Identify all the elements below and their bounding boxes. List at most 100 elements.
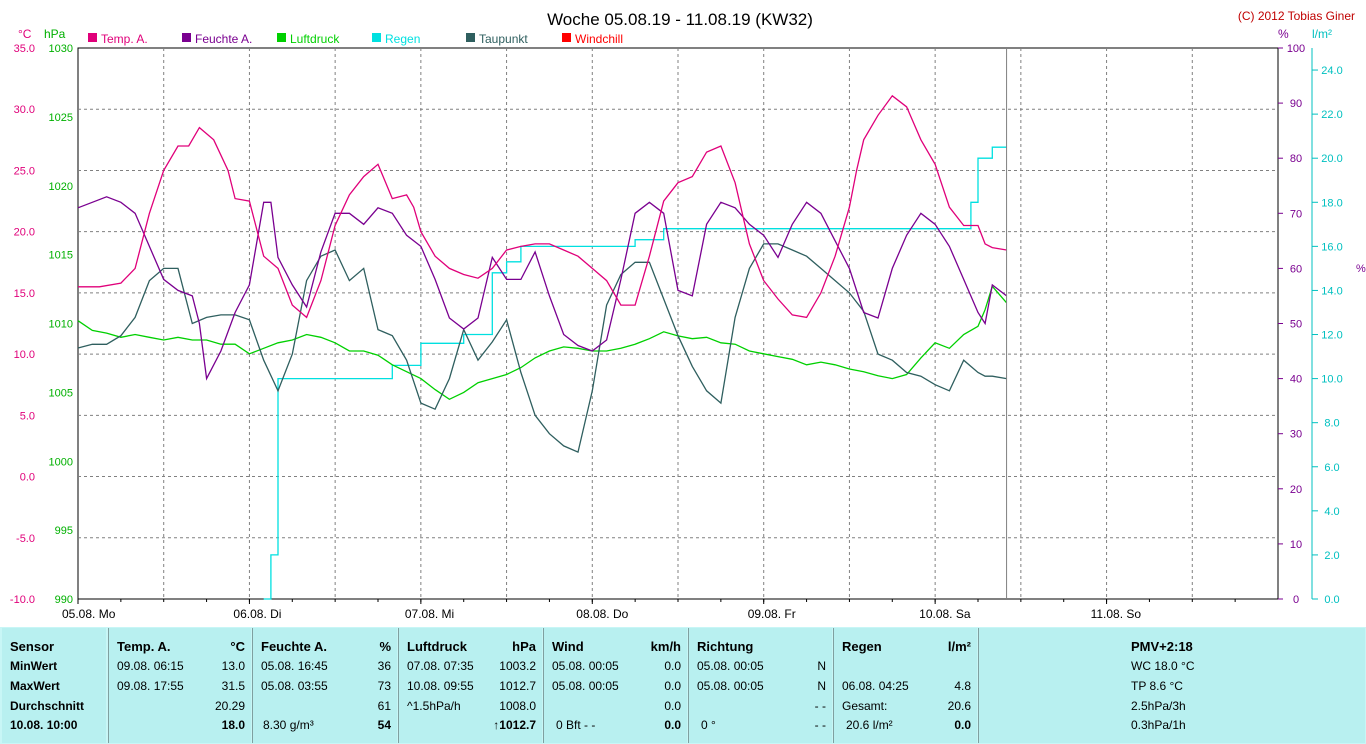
legend-swatch [372, 33, 381, 42]
pressure-trend: ^1.5hPa/h [407, 699, 461, 713]
legend-swatch [182, 33, 191, 42]
pmv-pressure-1h: 0.3hPa/1h [1131, 718, 1186, 732]
humidity-tick-label: 30 [1290, 429, 1302, 441]
humidity-column: Feuchte A. % 05.08. 16:45 36 05.08. 03:5… [252, 628, 397, 743]
chart-title: Woche 05.08.19 - 11.08.19 (KW32) [547, 10, 813, 29]
pressure-max-value: 1012.7 [499, 679, 536, 693]
humidity-absolute: 8.30 g/m³ [263, 718, 314, 732]
pressure-tick-label: 1005 [49, 387, 73, 399]
temp-min-time: 09.08. 06:15 [117, 659, 184, 673]
temp-tick-label: 0.0 [20, 472, 35, 484]
temp-tick-label: 20.0 [14, 227, 35, 239]
pmv-column: PMV+2:18 WC 18.0 °C TP 8.6 °C 2.5hPa/3h … [978, 628, 1365, 743]
pressure-avg-value: 1008.0 [499, 699, 536, 713]
rain-tick-label: 14.0 [1321, 285, 1342, 297]
temp-tick-label: 30.0 [14, 104, 35, 116]
direction-min-value: N [817, 659, 826, 673]
pressure-min-value: 1003.2 [499, 659, 536, 673]
rain-total-value: 20.6 [947, 699, 971, 713]
humidity-tick-label: 10 [1290, 539, 1302, 551]
side-label: % [1356, 263, 1366, 275]
humidity-now-value: 54 [377, 718, 391, 732]
pressure-tick-label: 1030 [49, 43, 73, 55]
temp-tick-label: -10.0 [10, 594, 35, 606]
series-line-feuchte-a [77, 196, 1007, 381]
legend: Temp. A. Feuchte A. Luftdruck Regen Taupunkt… [88, 32, 623, 46]
legend-swatch [88, 33, 97, 42]
temp-min-value: 13.0 [221, 659, 245, 673]
pressure-max-time: 10.08. 09:55 [407, 679, 474, 693]
pressure-tick-label: 1015 [49, 250, 73, 262]
humidity-tick-label: 40 [1290, 374, 1302, 386]
pressure-tick-label: 990 [55, 594, 73, 606]
humidity-unit: % [379, 639, 391, 654]
humidity-min-value: 36 [377, 659, 391, 673]
humidity-tick-label: 60 [1290, 263, 1302, 275]
day-tick-label: 11.08. So [1091, 607, 1142, 621]
grid [78, 48, 1278, 599]
pressure-column: Luftdruck hPa 07.08. 07:35 1003.2 10.08.… [398, 628, 542, 743]
day-tick-label: 09.08. Fr [748, 607, 796, 621]
rain-tick-label: 24.0 [1321, 65, 1342, 77]
stats-panel: Sensor MinWert MaxWert Durchschnitt 10.0… [0, 627, 1366, 744]
legend-label: Feuchte A. [195, 32, 252, 46]
temp-tick-label: 15.0 [14, 288, 35, 300]
direction-now-value: - - [814, 718, 826, 732]
copyright-text: (C) 2012 Tobias Giner [1238, 9, 1355, 23]
temp-column: Temp. A. °C 09.08. 06:15 13.0 09.08. 17:… [108, 628, 251, 743]
weather-chart: Woche 05.08.19 - 11.08.19 (KW32) (C) 201… [10, 9, 1366, 621]
humidity-unit-label: % [1278, 27, 1289, 41]
min-row-label: MinWert [10, 659, 58, 673]
wind-max-time: 05.08. 00:05 [552, 679, 619, 693]
direction-header: Richtung [697, 639, 754, 654]
now-row-label: 10.08. 10:00 [10, 718, 78, 732]
temp-tick-label: 25.0 [14, 165, 35, 177]
wind-now-value: 0.0 [664, 718, 681, 732]
day-tick-label: 07.08. Mi [405, 607, 454, 621]
humidity-avg-value: 61 [377, 699, 391, 713]
legend-swatch [466, 33, 475, 42]
rain-today: 20.6 l/m² [846, 718, 893, 732]
pressure-min-time: 07.08. 07:35 [407, 659, 474, 673]
humidity-tick-label: 70 [1290, 208, 1302, 220]
rain-tick-label: 2.0 [1324, 550, 1339, 562]
legend-label: Regen [385, 32, 420, 46]
temp-tick-label: 10.0 [14, 349, 35, 361]
temp-now-value: 18.0 [221, 718, 245, 732]
series-line-luftdruck [77, 284, 1008, 401]
temp-max-value: 31.5 [221, 679, 245, 693]
sensor-header: Sensor [10, 639, 55, 654]
temp-tick-label: 35.0 [14, 43, 35, 55]
wind-unit: km/h [650, 639, 681, 654]
wind-min-value: 0.0 [664, 659, 681, 673]
humidity-tick-label: 90 [1290, 98, 1302, 110]
pressure-tick-label: 1010 [49, 319, 73, 331]
temp-tick-label: -5.0 [16, 533, 35, 545]
humidity-max-value: 73 [377, 679, 391, 693]
rain-total-label: Gesamt: [842, 699, 888, 713]
temp-unit: °C [230, 639, 245, 654]
temp-tick-label: 5.0 [20, 410, 35, 422]
rain-tick-label: 22.0 [1321, 109, 1342, 121]
rain-tick-label: 6.0 [1324, 462, 1339, 474]
pressure-tick-label: 1025 [49, 112, 73, 124]
pmv-windchill: WC 18.0 °C [1131, 659, 1195, 673]
pmv-header: PMV+2:18 [1131, 639, 1193, 654]
humidity-min-time: 05.08. 16:45 [261, 659, 328, 673]
humidity-tick-label: 100 [1287, 43, 1305, 55]
humidity-max-time: 05.08. 03:55 [261, 679, 328, 693]
temp-avg-value: 20.29 [214, 699, 245, 713]
temp-header: Temp. A. [117, 639, 171, 654]
rain-tick-label: 4.0 [1324, 506, 1339, 518]
rain-tick-label: 8.0 [1324, 418, 1339, 430]
wind-header: Wind [552, 639, 584, 654]
rain-tick-label: 20.0 [1321, 153, 1342, 165]
legend-label: Windchill [575, 32, 623, 46]
max-row-label: MaxWert [10, 679, 60, 693]
pressure-now-value: ↑1012.7 [493, 718, 536, 732]
wind-avg-value: 0.0 [664, 699, 681, 713]
rain-unit-label: l/m² [1312, 27, 1332, 41]
direction-max-value: N [817, 679, 826, 693]
rain-header: Regen [842, 639, 882, 654]
rain-max-time: 06.08. 04:25 [842, 679, 909, 693]
